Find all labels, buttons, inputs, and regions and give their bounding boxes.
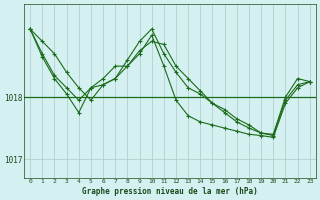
X-axis label: Graphe pression niveau de la mer (hPa): Graphe pression niveau de la mer (hPa) [82,187,258,196]
